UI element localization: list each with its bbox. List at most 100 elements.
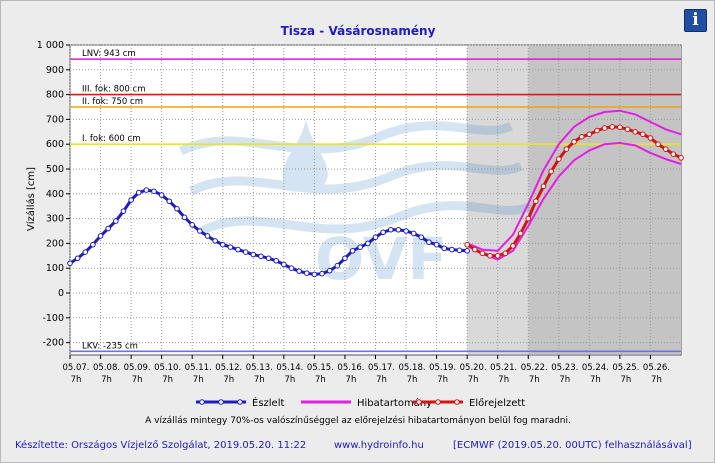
- x-tick-hour: 7h: [559, 375, 570, 385]
- forecast-point: [678, 155, 684, 161]
- footer-site[interactable]: www.hydroinfo.hu: [334, 440, 424, 451]
- forecast-point: [662, 146, 669, 152]
- x-tick-date: 05.16.: [337, 363, 364, 373]
- observed-point: [219, 241, 226, 248]
- observed-point: [120, 208, 127, 214]
- observed-point: [135, 189, 142, 196]
- forecast-point: [494, 253, 501, 259]
- x-tick-hour: 7h: [315, 375, 326, 385]
- observed-point: [319, 270, 325, 277]
- threshold-label-1: III. fok: 800 cm: [82, 85, 145, 95]
- shaded-region-0: [467, 46, 529, 354]
- x-tick-hour: 7h: [621, 375, 632, 385]
- forecast-point: [594, 127, 600, 134]
- x-tick-date: 05.07.: [62, 363, 89, 373]
- hydrograph-chart: Tisza - Vásárosnamény Vízállás [cm] OVF …: [25, 24, 684, 426]
- error-band-lower: [466, 141, 682, 261]
- forecast-point: [670, 151, 677, 157]
- observed-point: [67, 260, 73, 267]
- legend: Észlelt Hibatartomány Előrejelzett: [196, 396, 525, 409]
- observed-point: [143, 187, 150, 193]
- x-tick-date: 05.13.: [246, 363, 273, 373]
- threshold-label-0: LNV: 943 cm: [82, 49, 136, 59]
- observed-point: [273, 257, 280, 264]
- observed-point: [97, 233, 104, 239]
- observed-point: [433, 241, 440, 248]
- legend-label-0: Észlelt: [252, 396, 284, 409]
- y-tick-label: 600: [46, 139, 64, 150]
- forecast-point: [586, 131, 593, 138]
- forecast-point: [540, 183, 547, 190]
- footer-model: [ECMWF (2019.05.20. 00UTC) felhasználásá…: [453, 440, 692, 451]
- forecast-point: [640, 131, 646, 138]
- observed-point: [342, 255, 348, 262]
- footer: Készítette: Országos Vízjelző Szolgálat,…: [1, 438, 715, 454]
- observed-point: [250, 251, 257, 258]
- watermark-text: OVF: [315, 225, 447, 293]
- threshold-label-4: LKV: -235 cm: [82, 341, 138, 351]
- forecast-point: [563, 146, 570, 152]
- grid: [69, 44, 681, 355]
- y-tick-label: 100: [46, 263, 64, 274]
- x-tick-date: 05.25.: [612, 363, 639, 373]
- observed-point: [174, 205, 180, 212]
- observed-point: [281, 261, 287, 268]
- x-tick-hour: 7h: [71, 375, 82, 385]
- x-tick-hour: 7h: [498, 375, 509, 385]
- x-tick-date: 05.26.: [643, 363, 670, 373]
- forecast-point: [556, 156, 562, 162]
- observed-point: [258, 253, 264, 260]
- forecast-point: [510, 243, 516, 249]
- x-tick-hour: 7h: [468, 375, 479, 385]
- ovf-logo: OVF: [178, 119, 534, 293]
- forecast-point: [525, 215, 532, 222]
- info-button[interactable]: i: [684, 9, 707, 32]
- series-lines: [67, 124, 684, 278]
- observed-point: [288, 265, 295, 272]
- x-tick-date: 05.08.: [93, 363, 120, 373]
- forecast-point: [624, 126, 631, 133]
- observed-point: [395, 226, 402, 233]
- forecast-point: [578, 133, 585, 140]
- observed-point: [418, 234, 425, 240]
- legend-marker: [435, 399, 441, 405]
- observed-point: [296, 268, 302, 274]
- observed-point: [456, 247, 463, 254]
- watermark-wave-1: [188, 161, 524, 196]
- x-tick-date: 05.09.: [124, 363, 151, 373]
- forecast-point: [617, 124, 623, 131]
- info-icon: i: [692, 10, 699, 30]
- observed-point: [166, 198, 173, 205]
- observed-point: [334, 262, 341, 269]
- x-tick-date: 05.12.: [215, 363, 242, 373]
- legend-marker: [199, 399, 205, 405]
- watermark-drop: [282, 119, 328, 192]
- x-tick-date: 05.24.: [582, 363, 609, 373]
- threshold-label-3: I. fok: 600 cm: [82, 134, 140, 144]
- observed-point: [235, 246, 241, 253]
- x-tick-date: 05.18.: [399, 363, 426, 373]
- watermark-wave-0: [178, 121, 514, 156]
- forecast-point: [502, 250, 509, 257]
- x-tick-date: 05.14.: [276, 363, 303, 373]
- observed-point: [113, 218, 119, 224]
- y-tick-label: 0: [58, 288, 64, 299]
- y-tick-label: 400: [46, 189, 64, 200]
- observed-point: [189, 222, 195, 228]
- x-tick-date: 05.21.: [490, 363, 517, 373]
- observed-point: [326, 267, 333, 274]
- x-tick-hour: 7h: [284, 375, 295, 385]
- forecast-point: [632, 129, 638, 135]
- x-tick-hour: 7h: [193, 375, 204, 385]
- forecast-point: [533, 198, 539, 205]
- axes: -200 -100 0 100 200 300 400 500 600 700 800 900 1 00…: [37, 40, 670, 385]
- x-tick-date: 05.17.: [368, 363, 395, 373]
- x-tick-hour: 7h: [101, 375, 112, 385]
- legend-marker: [237, 399, 243, 405]
- observed-point: [449, 246, 455, 253]
- x-tick-date: 05.22.: [521, 363, 548, 373]
- observed-point: [204, 233, 211, 239]
- observed-point: [303, 270, 310, 276]
- observed-point: [82, 249, 89, 255]
- observed-point: [464, 248, 470, 254]
